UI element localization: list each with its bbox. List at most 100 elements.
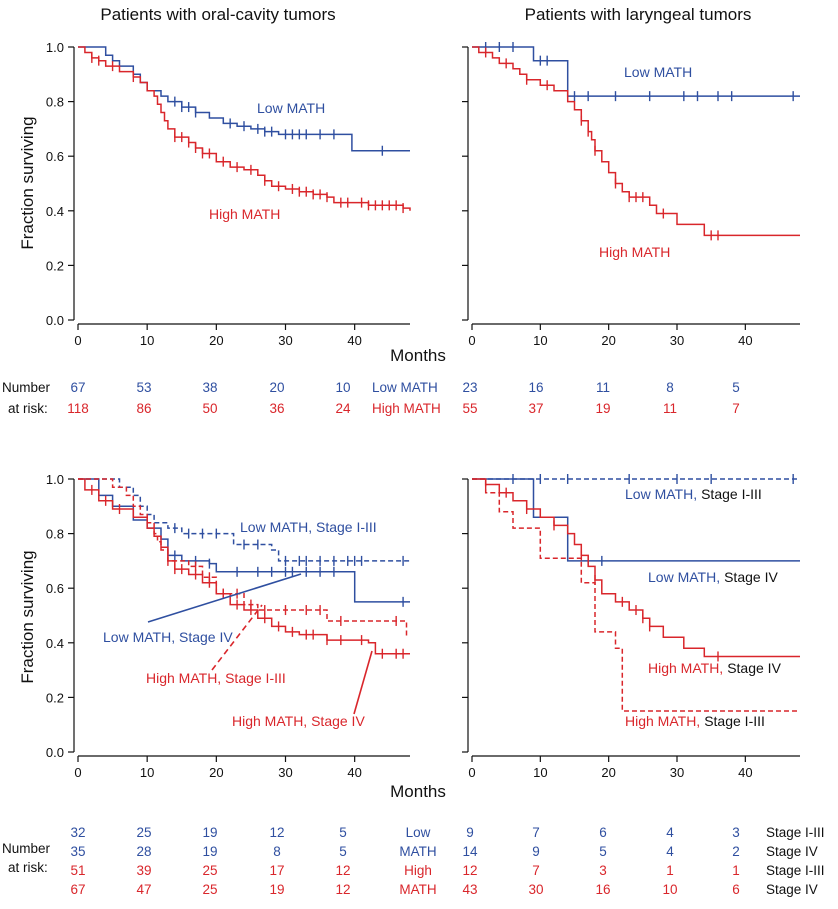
risk-top-oral-low-cell: 53 (136, 380, 151, 395)
annotation-oral-top-low: Low MATH (257, 100, 325, 116)
lar-top-xtick-label: 30 (670, 333, 684, 348)
risk-label-bottom-line1: Number (2, 841, 51, 856)
risk-bottom-lar_high_s13-cell: 1 (732, 863, 740, 878)
lar-bottom-xtick-label: 0 (468, 765, 475, 780)
risk-top-lar-high-cell: 55 (462, 401, 477, 416)
risk-bottom-oral_low_s13-cell: 32 (70, 825, 85, 840)
risk-bottom-lar_high_s4-cell: 43 (462, 882, 477, 897)
lar-top-xtick-label: 20 (601, 333, 615, 348)
oral-top-series-0-line (78, 46, 410, 152)
risk-group-bottom-low-1: Low (406, 825, 431, 840)
risk-bottom-lar_low_s13-cell: 4 (666, 825, 674, 840)
lar-bottom-xtick-label: 40 (738, 765, 752, 780)
risk-bottom-lar_high_s4-cell: 10 (662, 882, 677, 897)
annotation-oral-bottom-low-s13-group: Low MATH, Stage I-III (240, 519, 377, 535)
annotation-lar-bottom-high-s4-stage: Stage IV (727, 660, 781, 676)
risk-top-lar-low-cell: 16 (528, 380, 543, 395)
annotation-lar-bottom-low-s4: Low MATH, Stage IV (648, 569, 778, 585)
risk-bottom-oral_high_s4-cell: 25 (202, 882, 217, 897)
risk-bottom-lar_high_s4-cell: 16 (595, 882, 610, 897)
annotation-lar-bottom-low-s4-group: Low MATH, (648, 569, 720, 585)
risk-bottom-oral_low_s4-cell: 28 (136, 844, 151, 859)
x-axis-label-bottom: Months (390, 782, 446, 801)
risk-bottom-oral_high_s4-cell: 12 (335, 882, 350, 897)
risk-bottom-oral_low_s4-cell: 35 (70, 844, 85, 859)
risk-stage-row2: Stage IV (766, 844, 818, 859)
risk-bottom-oral_high_s4-cell: 47 (136, 882, 151, 897)
annotation-lar-bottom-high-s13: High MATH, Stage I-III (625, 713, 765, 729)
risk-bottom-oral_low_s4-cell: 19 (202, 844, 217, 859)
risk-bottom-oral_high_s4-cell: 19 (269, 882, 284, 897)
risk-bottom-lar_high_s13-cell: 1 (666, 863, 674, 878)
oral-bottom-xtick-label: 40 (347, 765, 361, 780)
risk-bottom-oral_low_s13-cell: 25 (136, 825, 151, 840)
risk-table-top: Number at risk: Low MATH High MATH 67 53 3… (2, 380, 740, 416)
lar-bottom-series-2-line (472, 478, 800, 712)
oral-bottom-series-0-line (78, 478, 410, 562)
annotation-lar-bottom-low-s13: Low MATH, Stage I-III (625, 486, 762, 502)
risk-bottom-lar_low_s13-cell: 3 (732, 825, 740, 840)
risk-group-bottom-low-2: MATH (399, 844, 436, 859)
title-oral: Patients with oral-cavity tumors (100, 5, 335, 24)
oral-bottom-series-3-line (78, 478, 410, 655)
lar-bottom-xtick-label: 20 (601, 765, 615, 780)
risk-top-oral-high-cell: 118 (67, 401, 89, 416)
lar-bottom-xtick-label: 30 (670, 765, 684, 780)
annotation-lar-bottom-low-s4-stage: Stage IV (724, 569, 778, 585)
annotation-oral-bottom-high-s4: High MATH, Stage IV (232, 713, 365, 729)
risk-group-bottom-high-2: MATH (399, 882, 436, 897)
risk-top-oral-high-cell: 24 (335, 401, 351, 416)
oral-bottom-xtick-label: 30 (278, 765, 292, 780)
risk-top-lar-low-cell: 23 (462, 380, 477, 395)
annotation-oral-top-high: High MATH (209, 206, 280, 222)
oral-top-ytick-label: 0.8 (46, 95, 64, 110)
annotation-lar-bottom-low-s13-group: Low MATH, (625, 486, 697, 502)
annotation-lar-top-high: High MATH (599, 244, 670, 260)
panel-laryngeal-bottom: 0 10 20 30 40 (462, 474, 800, 780)
lar-bottom-series-3-line (472, 478, 800, 658)
risk-top-oral-high-cell: 50 (202, 401, 217, 416)
risk-bottom-lar_high_s4-cell: 6 (732, 882, 740, 897)
risk-bottom-lar_low_s4-cell: 4 (666, 844, 674, 859)
panel-laryngeal-top: 0 10 20 30 40 (462, 42, 800, 348)
lar-bottom-xtick-label: 10 (533, 765, 547, 780)
risk-top-oral-high-cell: 36 (269, 401, 284, 416)
risk-top-lar-high-cell: 19 (595, 401, 610, 416)
annotation-lar-bottom-high-s13-stage: Stage I-III (704, 713, 765, 729)
annotation-lar-bottom-high-s4: High MATH, Stage IV (648, 660, 782, 676)
risk-bottom-lar_low_s13-cell: 6 (599, 825, 607, 840)
oral-top-ytick-label: 0.4 (46, 204, 64, 219)
risk-stage-row3: Stage I-III (766, 863, 825, 878)
risk-bottom-oral_low_s4-cell: 5 (339, 844, 347, 859)
oral-bottom-ytick-label: 0.0 (46, 745, 64, 760)
risk-group-bottom-high-1: High (404, 863, 432, 878)
risk-bottom-lar_high_s13-cell: 12 (462, 863, 477, 878)
lar-top-xtick-label: 0 (468, 333, 475, 348)
y-axis-label-bottom: Fraction surviving (18, 550, 37, 683)
annotation-lar-bottom-high-s13-group: High MATH, (625, 713, 700, 729)
lar-top-xtick-label: 40 (738, 333, 752, 348)
risk-top-lar-high-cell: 37 (528, 401, 543, 416)
annotation-lar-bottom-high-s4-group: High MATH, (648, 660, 723, 676)
oral-bottom-xtick-label: 0 (74, 765, 81, 780)
oral-top-ytick-label: 0.0 (46, 313, 64, 328)
oral-bottom-xtick-label: 10 (140, 765, 154, 780)
risk-bottom-oral_high_s13-cell: 39 (136, 863, 151, 878)
risk-top-oral-high-cell: 86 (136, 401, 151, 416)
risk-top-lar-low-cell: 8 (666, 380, 674, 395)
risk-bottom-oral_high_s13-cell: 12 (335, 863, 350, 878)
oral-bottom-xtick-label: 20 (209, 765, 223, 780)
risk-bottom-lar_high_s4-cell: 30 (528, 882, 543, 897)
oral-top-xtick-label: 30 (278, 333, 292, 348)
risk-top-lar-low-cell: 5 (732, 380, 740, 395)
risk-bottom-oral_low_s13-cell: 5 (339, 825, 347, 840)
risk-bottom-oral_high_s13-cell: 25 (202, 863, 217, 878)
risk-bottom-lar_low_s4-cell: 9 (532, 844, 540, 859)
risk-stage-row1: Stage I-III (766, 825, 825, 840)
risk-bottom-lar_low_s13-cell: 9 (466, 825, 474, 840)
oral-top-ytick-label: 0.2 (46, 258, 64, 273)
risk-stage-row4: Stage IV (766, 882, 818, 897)
risk-top-oral-low-cell: 20 (269, 380, 284, 395)
title-laryngeal: Patients with laryngeal tumors (525, 5, 752, 24)
risk-top-lar-high-cell: 11 (663, 401, 677, 416)
